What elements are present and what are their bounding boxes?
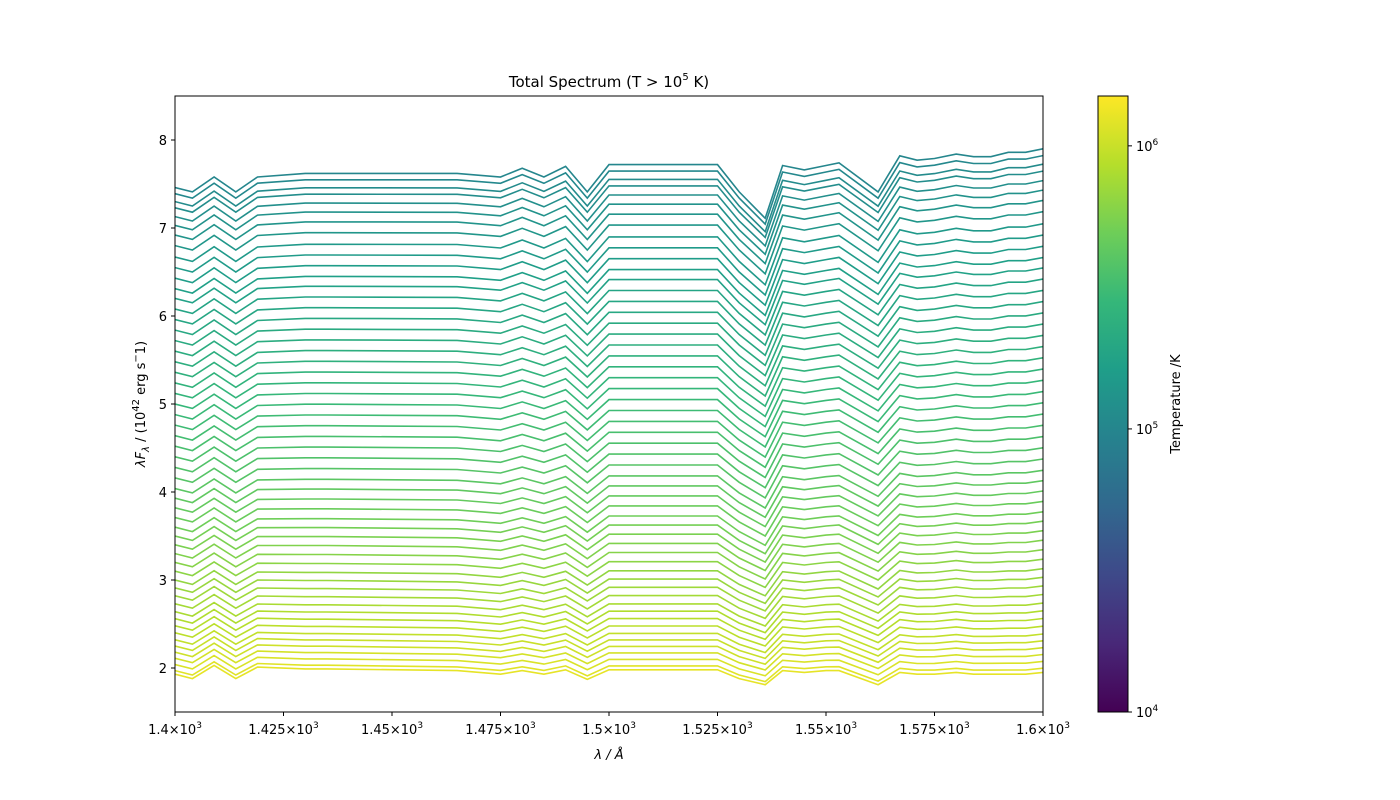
series-line-15 [175,289,1043,347]
series-line-17 [175,312,1043,367]
series-line-40 [175,558,1043,589]
series-line-4 [175,170,1043,239]
colorbar-gradient [1097,95,1129,713]
y-tick-label: 7 [159,222,167,237]
series-line-22 [175,368,1043,418]
plot-area: 1.4×103 1.425×103 1.45×103 1.475×103 1.5×103… [148,95,1070,738]
series-line-3 [175,163,1043,234]
y-tick-label: 3 [159,574,167,589]
series-line-47 [175,615,1043,641]
x-tick-label: 1.4×103 [148,721,202,738]
y-axis-label: λFλ / (1042 erg s−1) [131,341,152,468]
series-line-7 [175,199,1043,266]
series-line-37 [175,529,1043,564]
x-tick-label: 1.45×103 [361,721,423,738]
series-line-39 [175,548,1043,581]
series-line-55 [175,664,1043,686]
x-axis-label: λ / Å [593,747,623,763]
series-line-21 [175,357,1043,408]
series-line-9 [175,223,1043,287]
series-line-36 [175,520,1043,555]
series-line-29 [175,447,1043,489]
series-line-30 [175,458,1043,500]
x-tick-label: 1.6×103 [1016,721,1070,738]
x-tick-label: 1.425×103 [248,721,318,738]
series-line-44 [175,593,1043,620]
series-line-10 [175,234,1043,297]
series-line-42 [175,576,1043,605]
colorbar-ticks: 104 105 106 [1128,138,1159,721]
colorbar: 104 105 106 Temperature /K [1097,95,1184,721]
series-line-43 [175,585,1043,612]
series-line-24 [175,390,1043,438]
series-line-26 [175,413,1043,459]
series-line-13 [175,267,1043,327]
series-line-48 [175,622,1043,647]
colorbar-tick-label: 105 [1136,421,1158,438]
colorbar-tick-label: 104 [1136,704,1159,721]
y-tick-label: 6 [159,310,167,325]
series-group [175,148,1043,686]
series-line-1 [175,148,1043,220]
series-line-16 [175,300,1043,357]
series-line-18 [175,323,1043,377]
series-line-45 [175,601,1043,627]
x-tick-label: 1.525×103 [682,721,752,738]
series-line-27 [175,424,1043,469]
series-line-32 [175,479,1043,519]
y-tick-label: 5 [159,398,167,413]
x-tick-label: 1.475×103 [465,721,535,738]
colorbar-label: Temperature /K [1169,354,1184,455]
x-tick-label: 1.5×103 [582,721,636,738]
series-line-14 [175,278,1043,337]
colorbar-tick-label: 106 [1136,138,1159,155]
y-axis-ticks: 2 3 4 5 6 7 8 [159,134,175,677]
series-line-12 [175,256,1043,317]
x-axis-ticks: 1.4×103 1.425×103 1.45×103 1.475×103 1.5×103… [148,712,1070,738]
series-line-23 [175,379,1043,428]
series-line-35 [175,511,1043,547]
series-line-5 [175,179,1043,248]
y-tick-label: 2 [159,662,167,677]
series-line-20 [175,345,1043,398]
series-line-2 [175,154,1043,226]
series-line-31 [175,469,1043,510]
x-tick-label: 1.575×103 [899,721,969,738]
series-line-33 [175,490,1043,528]
series-line-11 [175,245,1043,307]
chart-title: Total Spectrum (T > 105 K) [508,72,709,91]
series-line-28 [175,435,1043,479]
series-line-25 [175,402,1043,449]
series-line-38 [175,539,1043,572]
series-line-53 [175,654,1043,677]
y-tick-label: 4 [159,486,167,501]
series-line-6 [175,189,1043,256]
series-line-49 [175,629,1043,654]
x-tick-label: 1.55×103 [795,721,857,738]
series-line-19 [175,334,1043,388]
series-line-41 [175,567,1043,597]
series-line-46 [175,608,1043,634]
series-line-50 [175,636,1043,660]
series-line-34 [175,500,1043,538]
y-tick-label: 8 [159,134,167,149]
series-line-8 [175,210,1043,276]
series-line-54 [175,660,1043,683]
series-line-52 [175,648,1043,671]
series-line-51 [175,642,1043,666]
